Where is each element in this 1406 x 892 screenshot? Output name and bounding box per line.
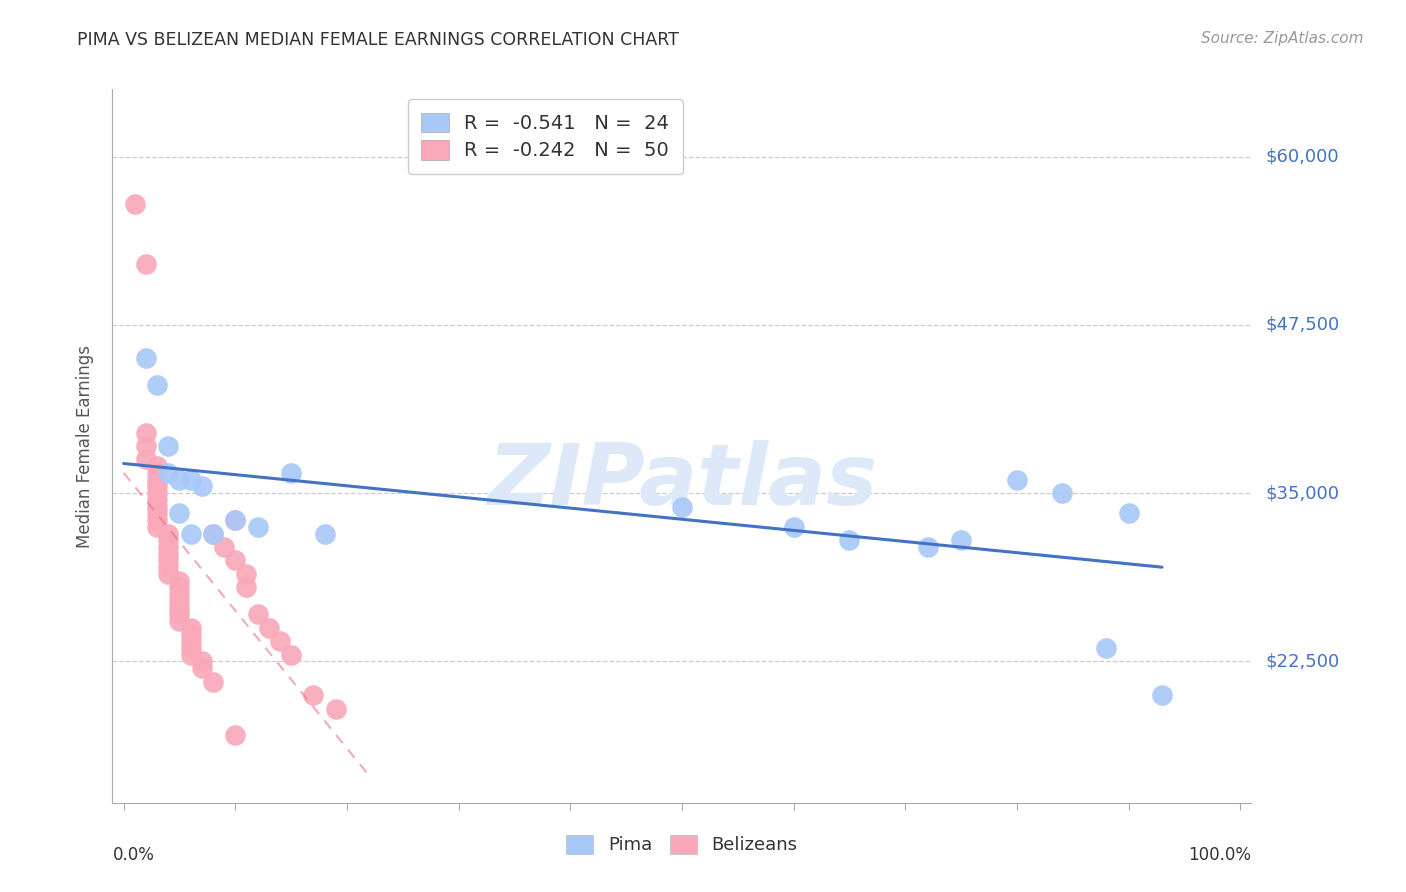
Point [157,466,180,480]
Point [191,479,214,493]
Point [135,452,157,467]
Point [157,526,180,541]
Point [146,473,169,487]
Point [169,587,191,601]
Point [1095,640,1118,655]
Point [1050,486,1073,500]
Text: Source: ZipAtlas.com: Source: ZipAtlas.com [1201,31,1364,46]
Point [1150,688,1173,702]
Point [180,627,202,641]
Point [169,580,191,594]
Point [224,729,246,743]
Text: 0.0%: 0.0% [112,846,155,863]
Point [169,594,191,608]
Point [246,520,269,534]
Point [146,466,169,480]
Point [246,607,269,622]
Legend: Pima, Belizeans: Pima, Belizeans [560,828,804,862]
Point [146,513,169,527]
Point [135,351,157,366]
Point [201,674,224,689]
Point [157,553,180,567]
Text: $60,000: $60,000 [1265,147,1339,166]
Point [169,506,191,520]
Point [157,547,180,561]
Point [169,607,191,622]
Point [157,540,180,554]
Point [212,540,235,554]
Point [180,526,202,541]
Point [1118,506,1140,520]
Point [314,526,336,541]
Point [1005,473,1028,487]
Point [180,640,202,655]
Point [146,459,169,474]
Point [671,500,693,514]
Point [146,520,169,534]
Point [235,580,257,594]
Point [135,425,157,440]
Point [950,533,973,548]
Text: $22,500: $22,500 [1265,652,1340,671]
Point [135,257,157,271]
Point [224,513,246,527]
Point [157,533,180,548]
Point [280,648,302,662]
Point [191,661,214,675]
Text: ZIPatlas: ZIPatlas [486,440,877,524]
Point [146,500,169,514]
Y-axis label: Median Female Earnings: Median Female Earnings [76,344,94,548]
Point [782,520,804,534]
Point [169,473,191,487]
Point [146,486,169,500]
Point [235,566,257,581]
Point [124,196,146,211]
Point [157,439,180,453]
Point [180,634,202,648]
Point [180,473,202,487]
Point [157,566,180,581]
Text: $47,500: $47,500 [1265,316,1340,334]
Point [917,540,939,554]
Text: $35,000: $35,000 [1265,484,1340,502]
Point [201,526,224,541]
Point [257,621,280,635]
Point [180,621,202,635]
Point [269,634,291,648]
Point [146,492,169,507]
Point [224,553,246,567]
Point [191,655,214,669]
Point [838,533,860,548]
Point [146,479,169,493]
Point [280,466,302,480]
Point [201,526,224,541]
Text: 100.0%: 100.0% [1188,846,1251,863]
Point [146,378,169,392]
Point [157,560,180,574]
Point [135,439,157,453]
Point [169,574,191,588]
Point [224,513,246,527]
Point [325,701,347,715]
Point [180,648,202,662]
Point [146,506,169,520]
Text: PIMA VS BELIZEAN MEDIAN FEMALE EARNINGS CORRELATION CHART: PIMA VS BELIZEAN MEDIAN FEMALE EARNINGS … [77,31,679,49]
Point [169,600,191,615]
Point [302,688,325,702]
Point [169,614,191,628]
